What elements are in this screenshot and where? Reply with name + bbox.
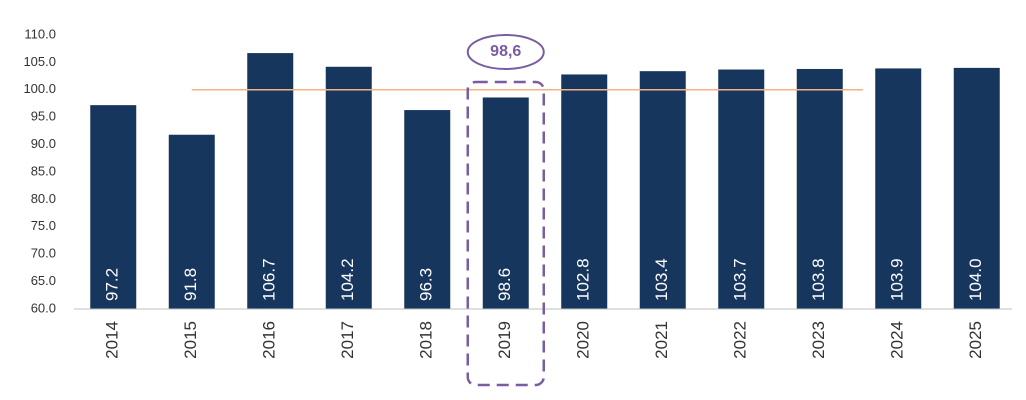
value-label: 104.2 — [338, 258, 357, 301]
y-tick-label: 75.0 — [31, 218, 56, 233]
x-tick-label: 2021 — [652, 321, 671, 359]
value-label: 103.9 — [888, 258, 907, 301]
y-tick-label: 105.0 — [23, 54, 56, 69]
bar — [561, 74, 608, 310]
value-label: 97.2 — [103, 268, 122, 301]
x-tick-label: 2017 — [338, 321, 357, 359]
y-tick-label: 90.0 — [31, 136, 56, 151]
y-tick-label: 65.0 — [31, 273, 56, 288]
y-tick-label: 110.0 — [24, 26, 56, 41]
bar — [796, 68, 843, 309]
x-tick-label: 2018 — [417, 321, 436, 359]
bar — [325, 66, 372, 309]
x-tick-label: 2016 — [260, 321, 279, 359]
x-tick-label: 2014 — [103, 321, 122, 359]
bar — [168, 134, 215, 309]
bar — [482, 97, 529, 309]
x-tick-label: 2020 — [574, 321, 593, 359]
value-label: 96.3 — [417, 268, 436, 301]
x-tick-label: 2022 — [731, 321, 750, 359]
x-tick-label: 2025 — [966, 321, 985, 359]
value-label: 102.8 — [574, 258, 593, 301]
x-tick-label: 2015 — [181, 321, 200, 359]
value-label: 103.8 — [809, 258, 828, 301]
y-tick-label: 85.0 — [31, 163, 56, 178]
annotation: 98,6 — [490, 43, 521, 60]
x-tick-label: 2019 — [495, 321, 514, 359]
bar — [718, 69, 765, 309]
bar — [247, 53, 294, 309]
value-label: 98.6 — [495, 268, 514, 301]
bar — [404, 110, 451, 310]
bar — [90, 105, 137, 309]
bar — [953, 67, 1000, 309]
y-tick-label: 60.0 — [31, 300, 56, 315]
y-tick-label: 80.0 — [31, 191, 56, 206]
x-tick-label: 2023 — [809, 321, 828, 359]
bar — [639, 71, 686, 309]
value-label: 103.7 — [731, 258, 750, 301]
y-tick-label: 70.0 — [31, 246, 56, 261]
bar — [875, 68, 922, 309]
value-label: 106.7 — [260, 258, 279, 301]
value-label: 104.0 — [966, 258, 985, 301]
y-tick-label: 95.0 — [31, 109, 56, 124]
annotation-ellipse — [466, 34, 545, 70]
highlight-box — [466, 80, 545, 387]
value-label: 91.8 — [181, 268, 200, 301]
value-label: 103.4 — [652, 258, 671, 301]
x-tick-label: 2024 — [888, 321, 907, 359]
y-tick-label: 100.0 — [23, 81, 56, 96]
